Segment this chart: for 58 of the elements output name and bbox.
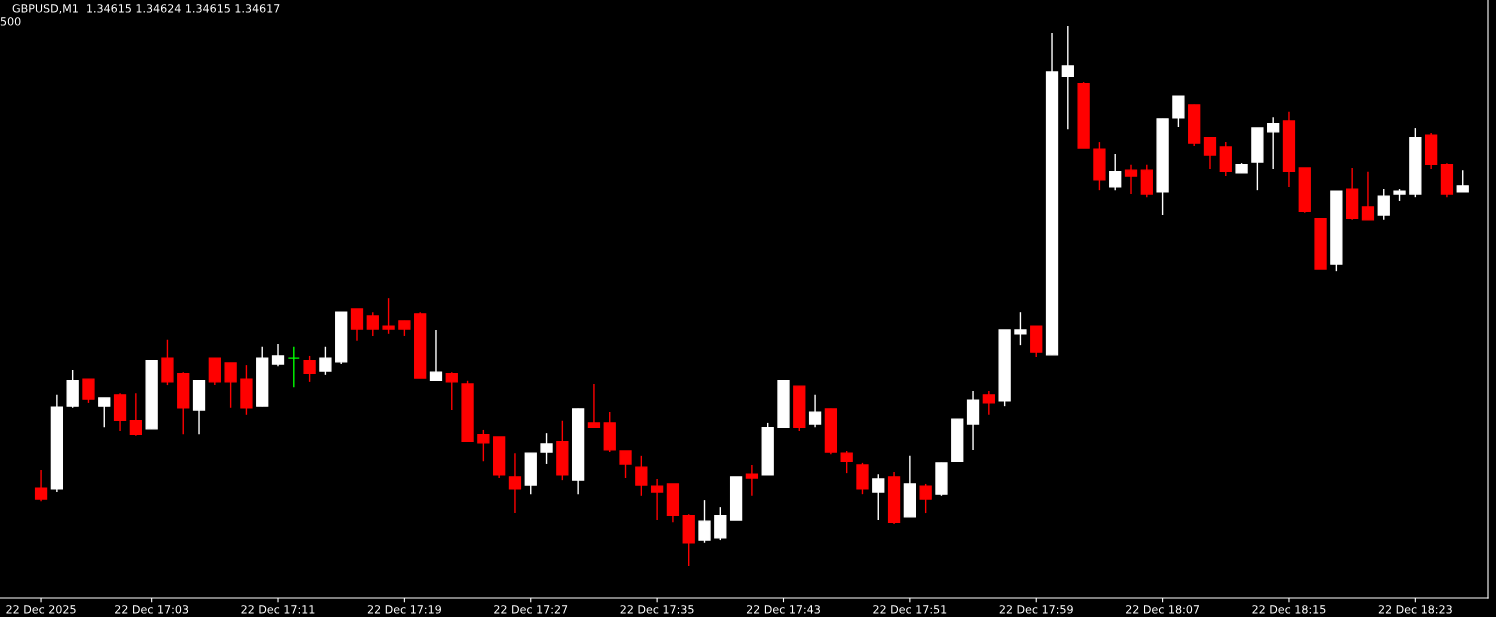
chart-title: GBPUSD,M1 1.34615 1.34624 1.34615 1.34617 — [12, 4, 280, 14]
candlestick — [1361, 171, 1375, 221]
candlestick — [477, 429, 490, 462]
candlestick — [287, 346, 300, 388]
candlestick — [82, 378, 95, 404]
candlestick — [271, 343, 285, 367]
candlestick — [98, 397, 111, 428]
candlestick — [540, 432, 553, 465]
candlestick — [34, 469, 48, 502]
x-tick-label: 22 Dec 18:23 — [1378, 605, 1452, 614]
candlestick — [429, 329, 443, 381]
x-tick-label: 22 Dec 17:19 — [367, 605, 441, 614]
x-tick-label: 22 Dec 18:07 — [1126, 605, 1200, 614]
candlestick — [319, 346, 332, 376]
text: 500 — [0, 17, 21, 26]
candlestick — [635, 455, 648, 497]
candlestick — [1203, 137, 1217, 170]
candlestick — [650, 478, 664, 521]
candlestick — [856, 462, 869, 495]
candlestick — [966, 390, 980, 451]
candlestick — [366, 311, 379, 337]
candlestick — [587, 383, 601, 428]
x-tick-label: 22 Dec 18:15 — [1252, 605, 1326, 614]
candlestick — [508, 452, 522, 514]
candlestick — [445, 371, 458, 411]
x-tick-label: 22 Dec 17:43 — [746, 605, 820, 614]
candlestick — [1172, 95, 1185, 128]
candlestick — [1014, 311, 1027, 346]
candlestick — [714, 506, 727, 541]
candlestick — [224, 362, 237, 409]
candlestick — [745, 464, 759, 497]
candlestick — [1267, 116, 1280, 170]
candlestick — [208, 357, 221, 386]
x-tick-label: 22 Dec 17:35 — [620, 605, 694, 614]
candlestick — [919, 483, 932, 514]
candlestick — [619, 450, 632, 479]
candlestick — [1140, 164, 1153, 198]
candlestick — [698, 499, 711, 544]
candlestick — [840, 450, 853, 474]
candlestick — [872, 473, 885, 521]
x-tick-label: 22 Dec 17:51 — [873, 605, 947, 614]
candlestick — [350, 308, 364, 342]
candlestick — [1109, 153, 1122, 191]
candlestick — [808, 394, 822, 428]
candlestick — [303, 355, 316, 383]
x-tick-label: 22 Dec 17:03 — [115, 605, 189, 614]
candlestick — [982, 390, 995, 416]
candlestick — [161, 339, 174, 386]
x-tick-label: 22 Dec 17:27 — [494, 605, 568, 614]
x-tick-label: 22 Dec 17:59 — [999, 605, 1073, 614]
x-tick-label: 22 Dec 17:11 — [241, 605, 315, 614]
x-tick-label: 22 Dec 2025 — [6, 605, 76, 614]
candlestick — [1061, 25, 1074, 130]
candlestick — [1377, 188, 1390, 221]
candlestick — [382, 297, 395, 335]
candlestick — [129, 392, 142, 437]
candlestick — [1456, 169, 1469, 193]
candlestick — [1124, 164, 1138, 195]
